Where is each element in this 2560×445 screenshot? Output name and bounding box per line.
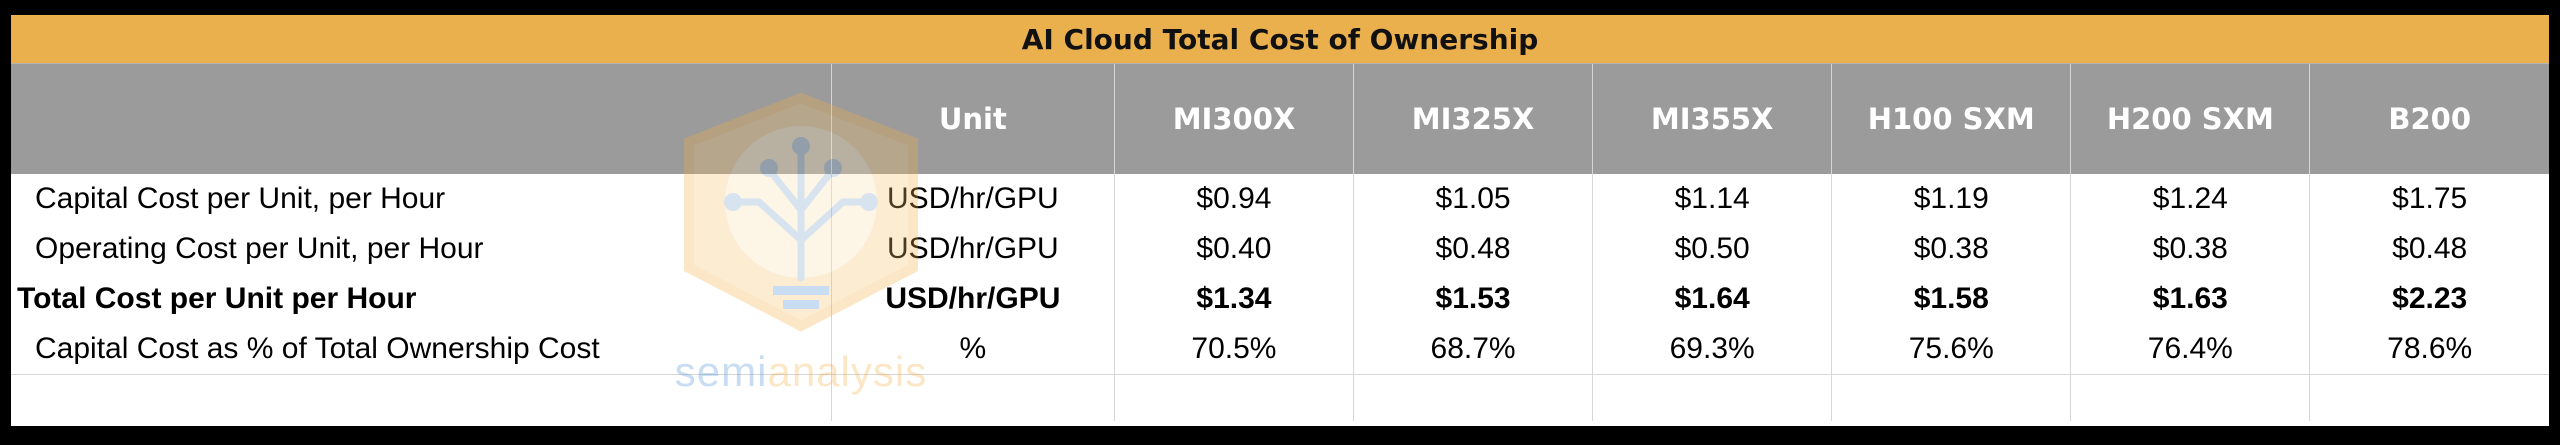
row-unit: USD/hr/GPU xyxy=(830,174,1115,224)
table-cell: $0.48 xyxy=(2309,224,2549,274)
header-row: Unit MI300X MI325X MI355X H100 SXM H200 … xyxy=(11,64,2549,174)
row-unit: % xyxy=(830,324,1115,375)
table-cell: $2.23 xyxy=(2309,274,2549,324)
table-cell: $0.40 xyxy=(1113,224,1354,274)
empty-cell xyxy=(2070,374,2310,421)
header-cell-mi300x: MI300X xyxy=(1113,64,1354,174)
row-label: Total Cost per Unit per Hour xyxy=(17,282,417,315)
header-cell-mi325x: MI325X xyxy=(1353,64,1593,174)
table-cell: $1.53 xyxy=(1353,274,1593,324)
empty-cell xyxy=(1831,374,2071,421)
total-row: Total Cost per Unit per Hour USD/hr/GPU … xyxy=(11,274,2549,324)
header-cell-b200: B200 xyxy=(2309,64,2549,174)
header-cell-h100-sxm: H100 SXM xyxy=(1831,64,2071,174)
spreadsheet-sheet: AI Cloud Total Cost of Ownership Unit MI… xyxy=(11,15,2549,426)
table-cell: $0.38 xyxy=(2070,224,2310,274)
table-row: Capital Cost per Unit, per Hour USD/hr/G… xyxy=(11,174,2549,224)
row-label: Capital Cost per Unit, per Hour xyxy=(35,182,446,215)
table-cell: $1.19 xyxy=(1831,174,2071,224)
table-cell: $0.38 xyxy=(1831,224,2071,274)
table-cell: 69.3% xyxy=(1592,324,1832,375)
header-cell-h200-sxm: H200 SXM xyxy=(2070,64,2310,174)
empty-cell xyxy=(1592,374,1832,421)
empty-cell xyxy=(11,374,832,421)
table-cell: $1.58 xyxy=(1831,274,2071,324)
table-cell: 75.6% xyxy=(1831,324,2071,375)
empty-cell xyxy=(830,374,1115,421)
empty-cell xyxy=(1113,374,1354,421)
header-cell-mi355x: MI355X xyxy=(1592,64,1832,174)
row-unit: USD/hr/GPU xyxy=(830,224,1115,274)
table-cell: $1.64 xyxy=(1592,274,1832,324)
row-unit: USD/hr/GPU xyxy=(830,274,1115,324)
table-cell: $0.94 xyxy=(1113,174,1354,224)
row-label: Operating Cost per Unit, per Hour xyxy=(35,232,484,265)
empty-cell xyxy=(1353,374,1593,421)
table-row: Capital Cost as % of Total Ownership Cos… xyxy=(11,324,2549,375)
table-cell: $1.34 xyxy=(1113,274,1354,324)
table-cell: $1.24 xyxy=(2070,174,2310,224)
table-cell: $1.75 xyxy=(2309,174,2549,224)
table-cell: 70.5% xyxy=(1113,324,1354,375)
table-cell: 78.6% xyxy=(2309,324,2549,375)
tco-table: Unit MI300X MI325X MI355X H100 SXM H200 … xyxy=(11,64,2549,421)
table-cell: $0.48 xyxy=(1353,224,1593,274)
table-cell: $1.14 xyxy=(1592,174,1832,224)
header-cell-blank xyxy=(11,64,832,174)
table-row: Operating Cost per Unit, per Hour USD/hr… xyxy=(11,224,2549,274)
empty-cell xyxy=(2309,374,2549,421)
empty-row xyxy=(11,374,2549,421)
row-label: Capital Cost as % of Total Ownership Cos… xyxy=(35,332,600,365)
table-cell: $1.05 xyxy=(1353,174,1593,224)
table-title: AI Cloud Total Cost of Ownership xyxy=(11,15,2549,64)
header-cell-unit: Unit xyxy=(830,64,1115,174)
table-cell: 76.4% xyxy=(2070,324,2310,375)
table-cell: 68.7% xyxy=(1353,324,1593,375)
table-cell: $1.63 xyxy=(2070,274,2310,324)
table-cell: $0.50 xyxy=(1592,224,1832,274)
